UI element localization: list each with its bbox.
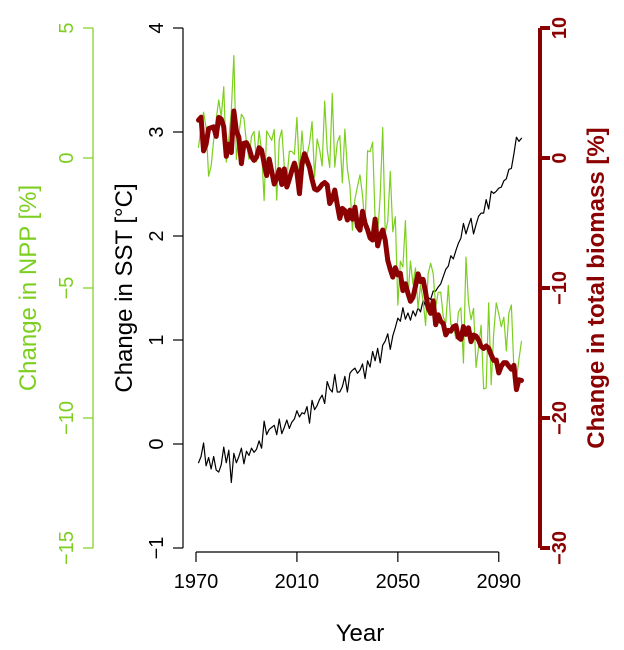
sst-tick-label: 1	[146, 334, 168, 345]
sst-axis: −1 0 1 2 3 4	[146, 22, 184, 560]
npp-tick-label: −15	[56, 531, 78, 565]
npp-axis: −15 −10 −5 0 5	[56, 22, 94, 565]
sst-tick-label: 3	[146, 126, 168, 137]
x-tick-label: 1970	[174, 571, 219, 593]
x-tick-label: 2090	[477, 571, 522, 593]
x-tick-label: 2050	[376, 571, 421, 593]
biomass-tick-label: −20	[549, 401, 571, 435]
biomass-tick-label: 10	[549, 17, 571, 39]
biomass-axis-title: Change in total biomass [%]	[583, 127, 610, 448]
sst-tick-label: 4	[146, 22, 168, 33]
sst-tick-label: −1	[146, 537, 168, 560]
biomass-tick-label: −30	[549, 531, 571, 565]
biomass-tick-label: −10	[549, 271, 571, 305]
biomass-axis: −30 −20 −10 0 10	[538, 17, 571, 565]
x-tick-label: 2010	[275, 571, 320, 593]
npp-axis-title: Change in NPP [%]	[15, 185, 42, 391]
npp-tick-label: −10	[56, 401, 78, 435]
npp-tick-label: 0	[56, 152, 78, 163]
x-axis-title: Year	[336, 620, 385, 647]
npp-tick-label: 5	[56, 22, 78, 33]
npp-series-line	[197, 54, 523, 390]
series-lines	[196, 54, 524, 484]
biomass-tick-label: 0	[549, 152, 571, 163]
sst-tick-label: 0	[146, 438, 168, 449]
sst-series-line	[197, 136, 523, 484]
biomass-series-line	[196, 108, 524, 393]
sst-axis-title: Change in SST [°C]	[111, 183, 138, 392]
x-axis: 1970 2010 2050 2090	[174, 551, 522, 593]
npp-tick-label: −5	[56, 277, 78, 300]
sst-tick-label: 2	[146, 230, 168, 241]
